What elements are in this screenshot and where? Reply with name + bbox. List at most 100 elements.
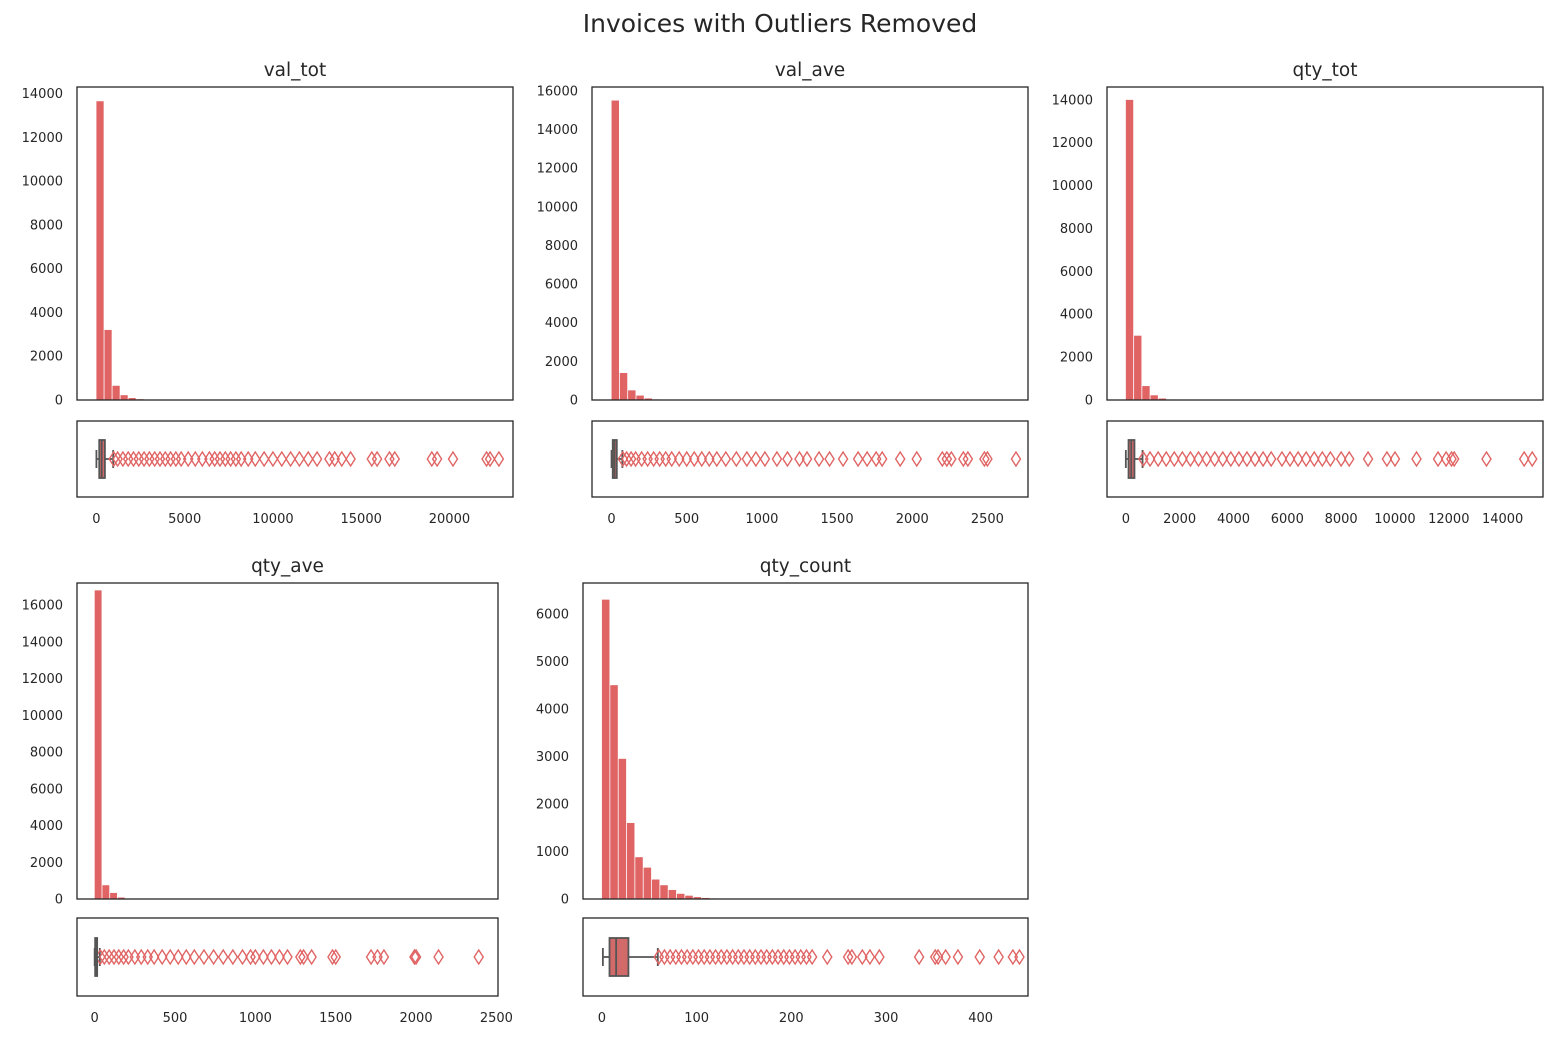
x-tick-label: 6000 (1271, 512, 1304, 527)
outlier-point (196, 450, 208, 468)
x-tick-label: 0 (1122, 512, 1130, 527)
outlier-point (1276, 450, 1288, 468)
y-tick-label: 14000 (537, 123, 578, 138)
x-tick-label: 2000 (896, 512, 929, 527)
boxplot-axes (76, 420, 514, 498)
panel-val_tot: val_tot 0 2000 4000 6000 8000 10000 12000 14000 0… (22, 60, 514, 527)
outlier-point (621, 450, 632, 468)
x-tick-label: 4000 (1217, 512, 1250, 527)
outlier-point (172, 948, 184, 966)
outlier-point (660, 450, 672, 468)
y-tick-label: 12000 (22, 672, 63, 687)
y-tick-label: 1000 (536, 845, 569, 860)
x-tick-label: 14000 (1482, 512, 1523, 527)
x-tick-label: 10000 (1374, 512, 1415, 527)
x-tick-label: 0 (92, 512, 100, 527)
outlier-point (1225, 450, 1237, 468)
outlier-point (821, 948, 833, 966)
outlier-point (258, 450, 270, 468)
outlier-point (761, 948, 773, 966)
outlier-point (1010, 450, 1022, 468)
outlier-point (433, 948, 444, 966)
histogram-bar (660, 885, 668, 899)
outlier-point (801, 948, 812, 966)
outlier-point (772, 948, 784, 966)
outlier-point (250, 948, 261, 966)
outlier-point (856, 948, 868, 966)
y-tick-label: 4000 (30, 306, 63, 321)
x-tick-label: 15000 (341, 512, 382, 527)
outlier-point (245, 948, 256, 966)
x-tick-label: 200 (779, 1011, 804, 1026)
outlier-point (198, 948, 210, 966)
outlier-point (208, 948, 219, 966)
subplot-title: val_ave (775, 60, 845, 81)
y-tick-label: 2000 (30, 350, 63, 365)
outlier-point (744, 948, 755, 966)
x-tick-label: 0 (91, 1011, 99, 1026)
outlier-point (664, 948, 676, 966)
outlier-point (336, 450, 348, 468)
outlier-point (188, 948, 200, 966)
outlier-point (1217, 450, 1229, 468)
y-tick-label: 12000 (22, 131, 63, 146)
outlier-point (654, 450, 665, 468)
boxplot-axes (76, 917, 499, 997)
x-tick-label: 1000 (745, 512, 778, 527)
y-tick-label: 2000 (536, 797, 569, 812)
y-tick-label: 2000 (1060, 351, 1093, 366)
y-tick-label: 14000 (1052, 93, 1093, 108)
y-tick-label: 6000 (1060, 265, 1093, 280)
outlier-point (842, 948, 854, 966)
outlier-point (852, 450, 864, 468)
outlier-point (721, 948, 733, 966)
outlier-point (1185, 450, 1196, 468)
y-tick-label: 2000 (545, 355, 578, 370)
outlier-point (894, 450, 906, 468)
y-tick-label: 10000 (22, 175, 63, 190)
outlier-point (801, 450, 813, 468)
outlier-point (156, 948, 168, 966)
outlier-point (617, 450, 629, 468)
histogram-axes (591, 86, 1029, 401)
outlier-point (681, 948, 693, 966)
outlier-point (1249, 450, 1261, 468)
outlier-point (749, 948, 761, 966)
outlier-point (1518, 450, 1530, 468)
outlier-point (409, 948, 420, 966)
outlier-point (410, 948, 422, 966)
histogram-axes (76, 582, 499, 900)
outlier-point (642, 450, 653, 468)
x-tick-label: 1000 (239, 1011, 272, 1026)
outlier-point (302, 450, 314, 468)
outlier-point (242, 450, 254, 468)
y-tick-label: 0 (570, 394, 578, 409)
outlier-point (282, 948, 293, 966)
y-tick-label: 16000 (537, 84, 578, 99)
outlier-point (285, 450, 296, 468)
outlier-point (727, 948, 738, 966)
outlier-point (1362, 450, 1374, 468)
histogram-bar (628, 390, 636, 400)
outlier-point (276, 450, 288, 468)
y-tick-label: 6000 (545, 278, 578, 293)
histogram-axes (1106, 86, 1544, 401)
outlier-point (715, 948, 727, 966)
outlier-point (670, 948, 682, 966)
outlier-point (1160, 450, 1172, 468)
outlier-point (142, 948, 154, 966)
outlier-point (874, 948, 885, 966)
outlier-point (298, 948, 309, 966)
histogram-bar (611, 100, 620, 400)
outlier-point (118, 948, 129, 966)
outlier-point (945, 450, 957, 468)
histogram-bar (644, 398, 653, 400)
x-tick-label: 400 (968, 1011, 993, 1026)
outlier-point (1257, 450, 1269, 468)
histogram-axes (76, 86, 514, 401)
outlier-point (636, 450, 647, 468)
histogram-bar (102, 885, 110, 899)
x-tick-label: 2000 (400, 1011, 433, 1026)
y-tick-label: 10000 (1052, 179, 1093, 194)
outlier-point (846, 948, 858, 966)
